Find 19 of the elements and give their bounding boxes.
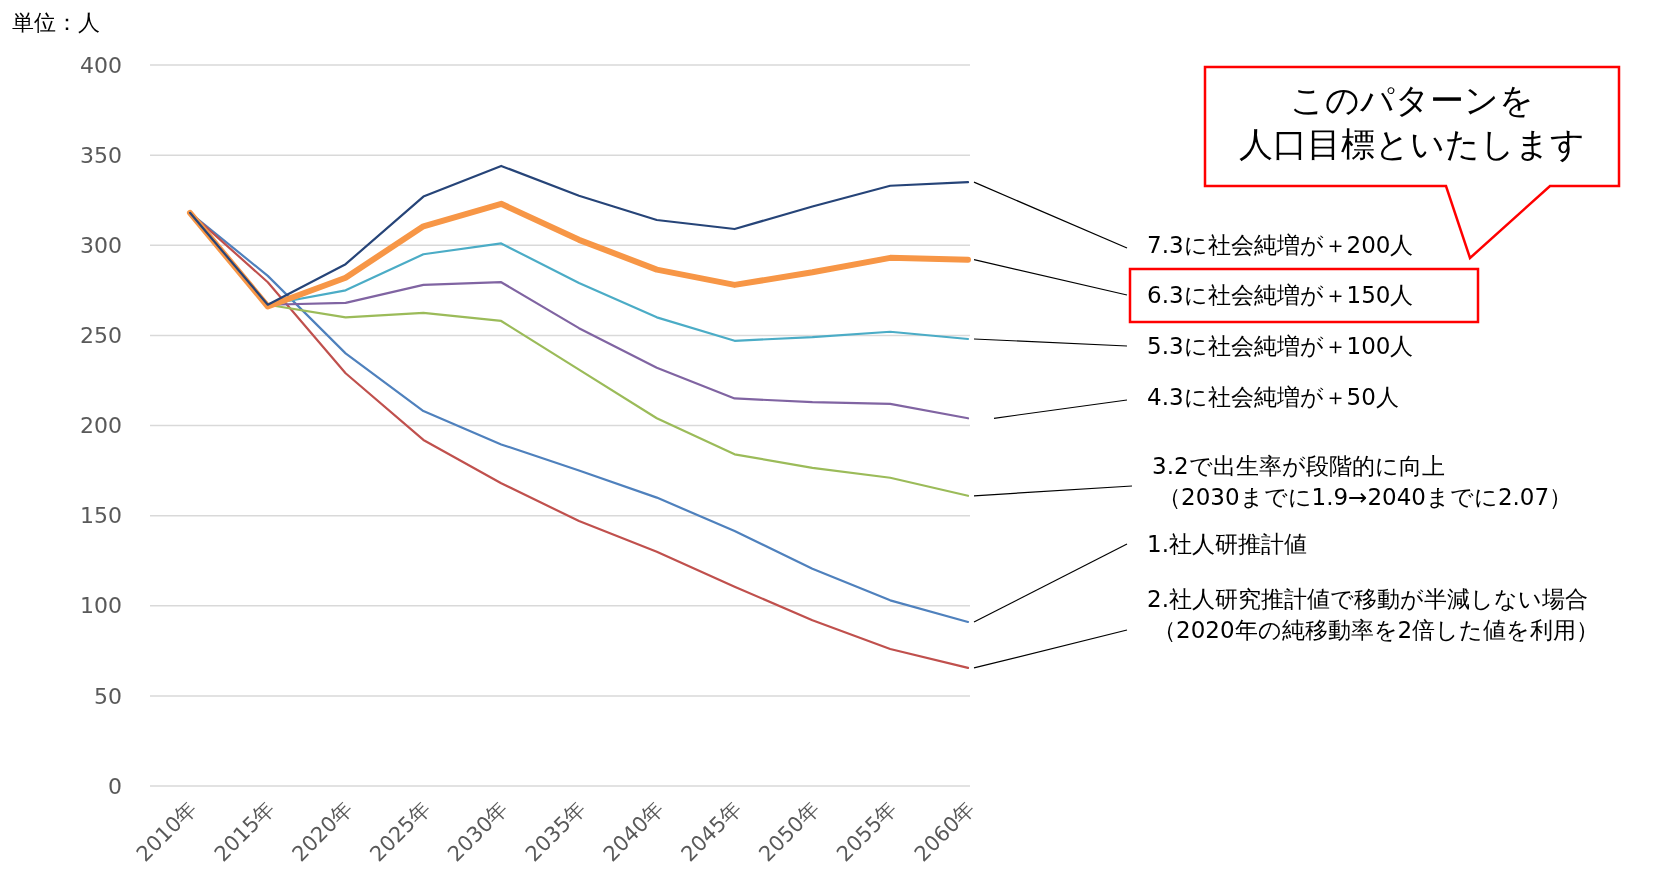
y-tick-label: 200 <box>80 413 122 439</box>
text: 3.2で出生率が段階的に向上（2030までに1.9→2040までに2.07） <box>1152 453 1573 511</box>
text: 2.社人研究推計値で移動が半減しない場合（2020年の純移動率を2倍した値を利用） <box>1147 586 1600 644</box>
text: 5.3に社会純増が＋100人 <box>1147 333 1414 360</box>
y-tick-label: 100 <box>80 593 122 619</box>
y-tick-label: 400 <box>80 52 122 78</box>
text: 7.3に社会純増が＋200人 <box>1147 232 1414 259</box>
y-tick-label: 350 <box>80 142 122 168</box>
y-tick-label: 150 <box>80 503 122 529</box>
y-tick-label: 300 <box>80 232 122 258</box>
text: 6.3に社会純増が＋150人 <box>1147 282 1414 309</box>
y-tick-label: 50 <box>94 683 122 709</box>
text: 1.社人研推計値 <box>1147 531 1307 558</box>
line-series <box>188 164 970 306</box>
text: このパターンを人口目標といたします <box>1239 79 1585 165</box>
y-axis-title: 単位：人 <box>12 10 100 35</box>
y-tick-label: 250 <box>80 323 122 349</box>
y-tick-label: 0 <box>108 773 122 799</box>
text: 4.3に社会純増が＋50人 <box>1147 384 1399 411</box>
